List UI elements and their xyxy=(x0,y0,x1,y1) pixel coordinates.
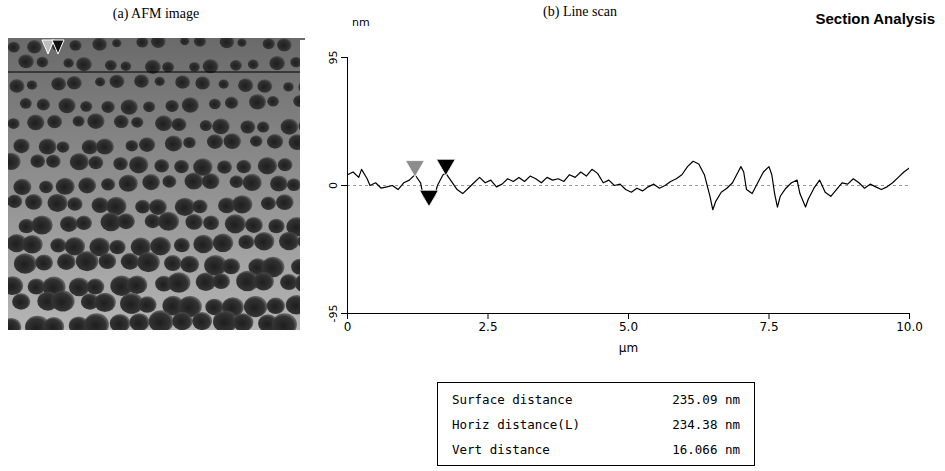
html-text:Horiz distance(L): Horiz distance(L) xyxy=(452,417,580,432)
svg-text:7.5: 7.5 xyxy=(759,320,778,334)
html-text:nm: nm xyxy=(352,16,370,29)
html-text:235.09 nm: 235.09 nm xyxy=(672,392,740,407)
html-text:Surface distance: Surface distance xyxy=(452,392,573,407)
html-text:Vert distance: Vert distance xyxy=(452,442,550,457)
svg-text:95: 95 xyxy=(327,51,340,65)
svg-text:10.0: 10.0 xyxy=(896,320,923,334)
svg-text:2.5: 2.5 xyxy=(478,320,497,334)
svg-text:-95: -95 xyxy=(327,305,340,323)
svg-text:0: 0 xyxy=(344,320,352,334)
html-text:(a) AFM image: (a) AFM image xyxy=(112,6,200,21)
html-text:(b) Line scan: (b) Line scan xyxy=(543,4,617,19)
svg-text:5.0: 5.0 xyxy=(619,320,638,334)
svg-text:0: 0 xyxy=(327,182,340,189)
svg-text:µm: µm xyxy=(619,341,638,355)
html-text:16.066 nm: 16.066 nm xyxy=(672,442,740,457)
html-text:Section Analysis: Section Analysis xyxy=(815,10,935,27)
html-text:234.38 nm: 234.38 nm xyxy=(672,417,740,432)
